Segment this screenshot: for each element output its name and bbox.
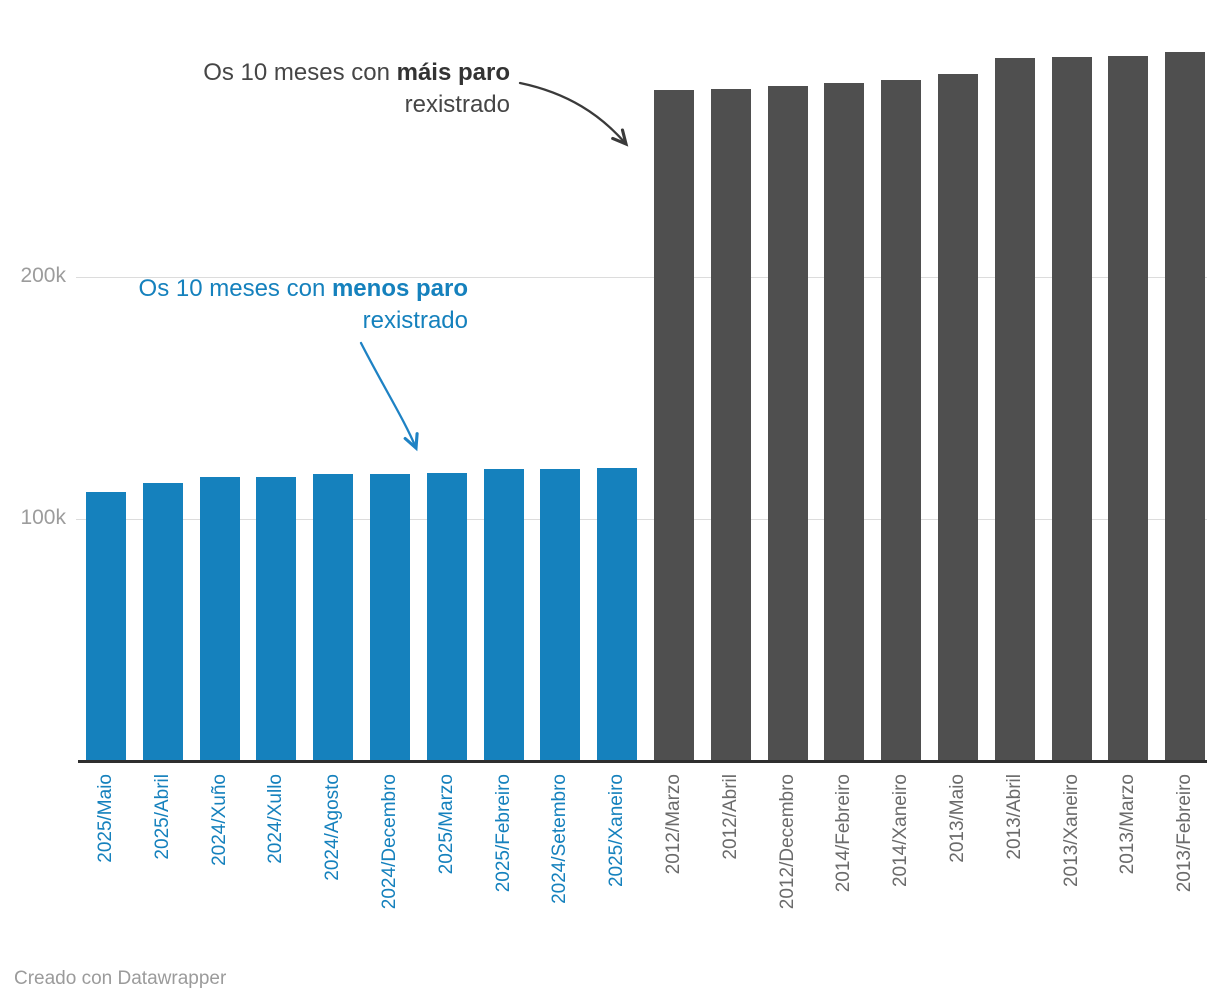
x-label-2024-setembro: 2024/Setembro: [549, 774, 571, 904]
x-label-2013-abril: 2013/Abril: [1003, 774, 1025, 860]
x-label-2014-febreiro: 2014/Febreiro: [833, 774, 855, 893]
annotation-min-line1: Os 10 meses con menos paro: [68, 273, 468, 305]
y-tick-200k: 200k: [20, 264, 66, 287]
annotation-max-bold: máis paro: [396, 59, 510, 86]
x-label-2012-marzo: 2012/Marzo: [663, 774, 684, 875]
x-label-2024-xuño: 2024/Xuño: [208, 774, 230, 866]
x-axis-line: [78, 760, 1207, 763]
bar-2013-febreiro[interactable]: [1165, 52, 1206, 761]
annotation-min-line2: rexistrado: [362, 307, 468, 334]
bar-2012-marzo[interactable]: [654, 90, 694, 761]
bar-2024-xuño[interactable]: [199, 476, 240, 761]
bar-2025-febreiro[interactable]: [483, 469, 524, 761]
x-label-2024-xullo: 2024/Xullo: [265, 774, 287, 864]
bar-2014-febreiro[interactable]: [824, 83, 865, 761]
annotation-min-paro: Os 10 meses con menos paro rexistrado: [68, 273, 468, 337]
bar-2025-marzo[interactable]: [426, 472, 467, 761]
bar-2025-xaneiro[interactable]: [597, 468, 638, 761]
annotation-min-prefix: Os 10 meses con: [138, 275, 332, 302]
x-label-2013-febreiro: 2013/Febreiro: [1174, 774, 1196, 893]
x-label-2014-xaneiro: 2014/Xaneiro: [890, 774, 912, 888]
annotation-max-line1: Os 10 meses con máis paro: [110, 57, 510, 89]
y-tick-100k: 100k: [20, 506, 66, 529]
arrow-to-min-bars: [359, 341, 419, 452]
annotation-max-line2: rexistrado: [404, 91, 510, 118]
x-label-2025-maio: 2025/Maio: [95, 774, 116, 863]
bar-2024-agosto[interactable]: [313, 473, 354, 761]
bar-2025-abril[interactable]: [142, 482, 183, 761]
x-label-2025-marzo: 2025/Marzo: [435, 774, 457, 875]
x-label-2025-xaneiro: 2025/Xaneiro: [606, 774, 628, 888]
bar-2013-maio[interactable]: [938, 74, 978, 761]
bar-2012-decembro[interactable]: [767, 86, 808, 761]
bar-2025-maio[interactable]: [86, 491, 126, 761]
x-label-2025-febreiro: 2025/Febreiro: [492, 774, 514, 893]
bar-2014-xaneiro[interactable]: [881, 80, 922, 761]
gridline-200k: [76, 277, 1207, 278]
bar-2024-xullo[interactable]: [256, 476, 297, 761]
bar-2013-abril[interactable]: [994, 57, 1035, 761]
bar-2012-abril[interactable]: [710, 89, 751, 761]
bar-2024-decembro[interactable]: [370, 473, 410, 761]
annotation-max-paro: Os 10 meses con máis paro rexistrado: [110, 57, 510, 121]
bar-2013-xaneiro[interactable]: [1051, 57, 1092, 761]
bar-2024-setembro[interactable]: [540, 468, 581, 761]
gridline-100k: [76, 519, 1207, 520]
x-label-2013-maio: 2013/Maio: [947, 774, 968, 863]
x-label-2012-abril: 2012/Abril: [719, 774, 741, 860]
x-label-2012-decembro: 2012/Decembro: [776, 774, 798, 910]
x-label-2025-abril: 2025/Abril: [151, 774, 173, 860]
annotation-min-bold: menos paro: [331, 275, 468, 302]
bar-2013-marzo[interactable]: [1108, 55, 1149, 761]
datawrapper-credit-link[interactable]: Creado con Datawrapper: [14, 968, 227, 989]
x-label-2024-decembro: 2024/Decembro: [379, 774, 400, 910]
x-label-2024-agosto: 2024/Agosto: [322, 774, 344, 881]
arrow-to-max-bars: [518, 81, 629, 147]
x-label-2013-marzo: 2013/Marzo: [1117, 774, 1139, 875]
annotation-max-prefix: Os 10 meses con: [203, 59, 397, 86]
x-label-2013-xaneiro: 2013/Xaneiro: [1060, 774, 1082, 888]
